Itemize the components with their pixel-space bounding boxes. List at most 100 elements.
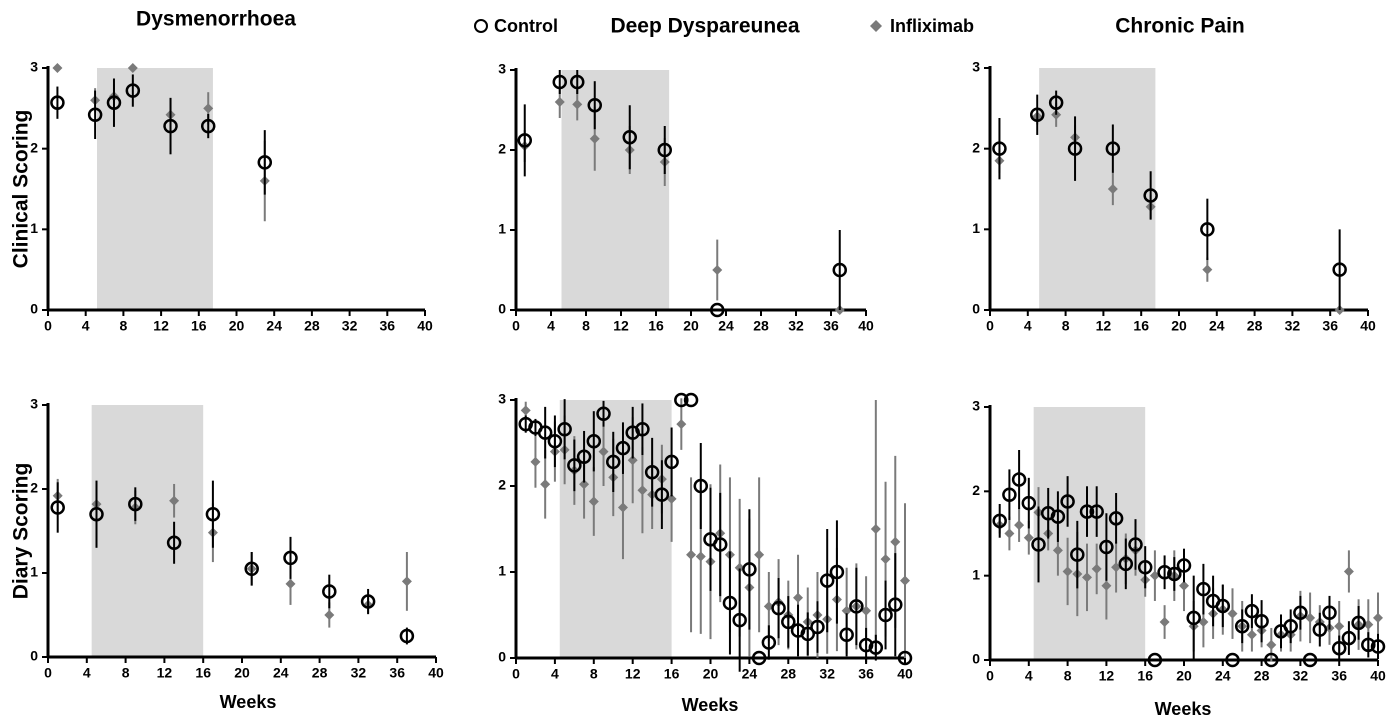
y-tick-label: 1 xyxy=(30,220,38,236)
point xyxy=(1149,570,1160,581)
point xyxy=(554,97,565,107)
treatment-span xyxy=(559,400,672,658)
legend-label: Infliximab xyxy=(890,16,974,36)
x-tick-label: 28 xyxy=(304,318,320,334)
point xyxy=(1283,619,1298,634)
y-tick-label: 0 xyxy=(972,301,980,317)
point xyxy=(1062,566,1073,577)
point xyxy=(1157,565,1172,580)
x-tick-label: 4 xyxy=(547,318,555,334)
y-tick-label: 2 xyxy=(498,477,506,493)
point xyxy=(722,595,738,611)
point xyxy=(839,627,854,643)
point xyxy=(106,95,122,110)
point xyxy=(657,142,672,158)
legend-swatch xyxy=(870,20,882,32)
legend-swatch xyxy=(474,19,488,33)
x-tick-label: 40 xyxy=(417,318,433,334)
x-tick-label: 36 xyxy=(380,318,396,334)
point xyxy=(1091,563,1102,574)
legend-label: Control xyxy=(494,16,558,36)
y-tick-label: 2 xyxy=(972,139,980,155)
x-tick-label: 16 xyxy=(664,666,680,682)
x-tick-label: 8 xyxy=(1062,318,1070,334)
point xyxy=(1179,580,1189,591)
point xyxy=(686,549,697,560)
point xyxy=(87,107,103,123)
point xyxy=(589,133,600,144)
point xyxy=(1341,630,1357,646)
x-tick-label: 16 xyxy=(1133,318,1149,334)
point xyxy=(793,592,804,603)
point xyxy=(537,425,553,440)
point xyxy=(1137,559,1153,575)
point xyxy=(1196,581,1211,597)
point xyxy=(666,493,677,504)
point xyxy=(1021,495,1037,511)
point xyxy=(1143,188,1158,203)
x-tick-label: 28 xyxy=(1254,668,1270,684)
x-tick-label: 40 xyxy=(1360,318,1376,334)
point xyxy=(683,392,699,408)
y-tick-label: 2 xyxy=(972,482,980,498)
point xyxy=(1089,504,1104,519)
x-axis-label: Weeks xyxy=(220,692,277,712)
x-tick-label: 32 xyxy=(351,665,367,681)
x-tick-label: 40 xyxy=(428,665,444,681)
y-tick-label: 2 xyxy=(498,141,506,157)
x-tick-label: 32 xyxy=(819,666,835,682)
x-tick-label: 12 xyxy=(157,665,173,681)
point xyxy=(1227,608,1238,619)
point xyxy=(169,495,180,506)
point xyxy=(1128,537,1143,552)
x-tick-label: 28 xyxy=(1247,318,1263,334)
point xyxy=(900,575,910,586)
x-tick-label: 8 xyxy=(120,318,128,334)
y-tick-label: 3 xyxy=(498,391,506,407)
x-tick-label: 0 xyxy=(986,318,994,334)
point xyxy=(530,456,541,467)
x-tick-label: 4 xyxy=(82,318,90,334)
point xyxy=(637,485,648,496)
point xyxy=(588,496,599,507)
point xyxy=(644,464,660,480)
point xyxy=(880,554,891,565)
point xyxy=(1305,612,1316,623)
x-tick-label: 36 xyxy=(858,666,874,682)
x-tick-label: 36 xyxy=(1331,668,1347,684)
point xyxy=(125,83,141,98)
point xyxy=(1361,637,1376,653)
x-tick-label: 8 xyxy=(590,666,598,682)
point xyxy=(1014,520,1025,531)
x-tick-label: 32 xyxy=(1293,668,1309,684)
y-tick-label: 2 xyxy=(30,480,38,496)
x-tick-label: 12 xyxy=(153,318,169,334)
point xyxy=(627,455,638,466)
point xyxy=(1079,504,1095,519)
point xyxy=(324,610,335,620)
point xyxy=(166,535,182,551)
y-tick-label: 0 xyxy=(498,301,506,317)
point xyxy=(520,405,531,416)
x-tick-label: 16 xyxy=(648,318,664,334)
point xyxy=(1373,612,1383,623)
point xyxy=(1334,621,1345,632)
point xyxy=(127,63,138,73)
point xyxy=(1186,610,1201,626)
x-tick-label: 0 xyxy=(512,666,520,682)
y-tick-label: 3 xyxy=(498,61,506,77)
y-tick-label: 0 xyxy=(972,651,980,667)
x-tick-label: 24 xyxy=(1215,668,1231,684)
point xyxy=(257,155,273,170)
point xyxy=(1002,487,1017,502)
x-axis-label: Weeks xyxy=(1155,699,1212,719)
x-tick-label: 0 xyxy=(44,665,52,681)
point xyxy=(1052,545,1063,556)
point xyxy=(1107,184,1118,194)
point xyxy=(732,612,747,628)
y-tick-label: 3 xyxy=(972,59,980,75)
treatment-span xyxy=(561,70,670,310)
point xyxy=(712,537,728,552)
x-tick-label: 40 xyxy=(858,318,874,334)
point xyxy=(322,584,337,599)
